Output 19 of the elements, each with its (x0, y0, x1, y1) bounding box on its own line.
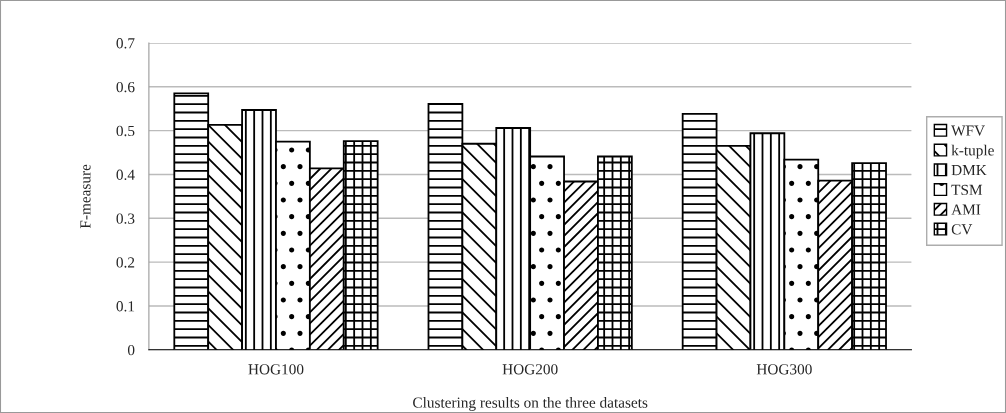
legend-label: AMI (951, 204, 981, 215)
legend-label: k-tuple (951, 144, 994, 159)
x-tick-label: HOG100 (248, 364, 304, 375)
x-tick-label: HOG200 (502, 364, 558, 375)
legend-label: TSM (951, 184, 983, 196)
y-tick-label: 0.2 (116, 257, 135, 268)
y-tick-label: 0.4 (116, 169, 135, 180)
x-axis-title: Clustering results on the three datasets (413, 397, 648, 411)
y-tick-label: 0.1 (116, 301, 135, 312)
legend-label: DMK (951, 165, 987, 176)
x-tick-label: HOG300 (756, 364, 812, 375)
y-tick-label: 0.7 (116, 38, 135, 49)
y-tick-label: 0.6 (116, 81, 135, 93)
legend-label: CV (951, 224, 973, 235)
y-tick-label: 0 (127, 344, 135, 356)
y-tick-label: 0.3 (116, 213, 135, 224)
y-tick-label: 0.5 (116, 125, 135, 137)
y-axis-title: F-measure (80, 164, 91, 229)
legend-label: WFV (951, 125, 985, 136)
